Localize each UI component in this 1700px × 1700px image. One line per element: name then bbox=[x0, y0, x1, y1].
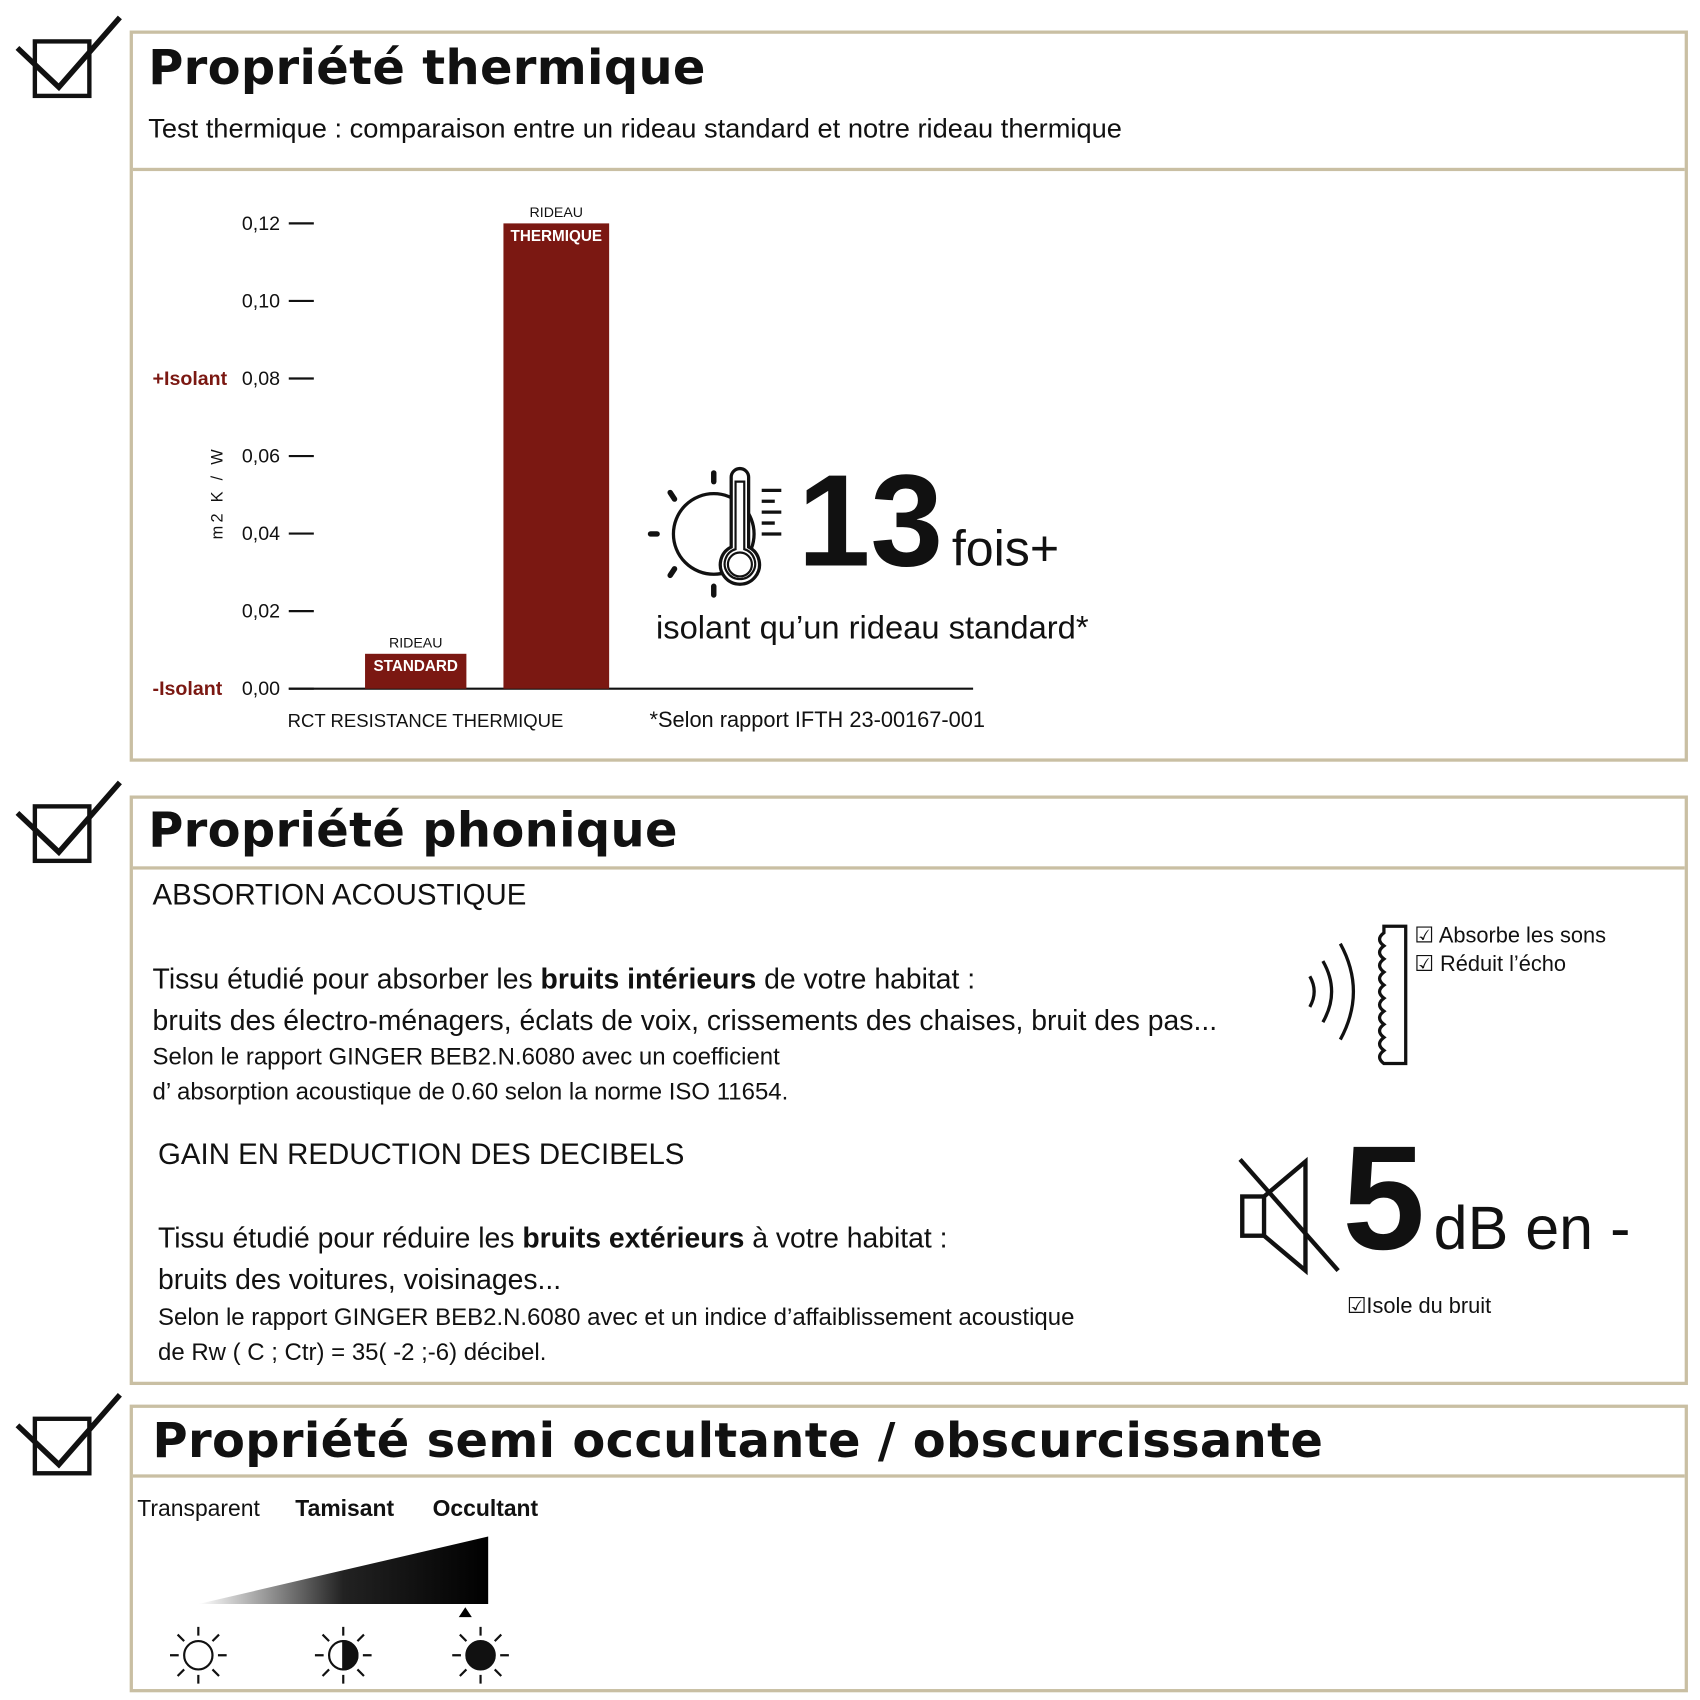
sun-thermometer-icon bbox=[647, 466, 782, 598]
sound-absorb-wall-icon bbox=[1308, 924, 1408, 1066]
opacity-section: Propriété semi occultante / obscurcissan… bbox=[129, 1404, 1688, 1693]
y-tick-label: 0,00 bbox=[242, 678, 280, 700]
sun-icons bbox=[169, 1626, 509, 1684]
check-item: ☑ Réduit l’écho bbox=[1414, 952, 1567, 977]
highlight-number: 13 bbox=[797, 447, 944, 594]
thermal-bar-chart: 0,00 0,02 0,04 0,06 0,08 0,10 0,12 +Isolant -Iso… bbox=[153, 205, 974, 731]
bar-top-label: RIDEAU bbox=[530, 205, 584, 221]
level-tamisant: Tamisant bbox=[295, 1496, 395, 1522]
y-tick-label: 0,08 bbox=[242, 368, 280, 390]
db-row: 5 dB en - bbox=[1342, 1114, 1631, 1281]
sun-full-icon bbox=[452, 1626, 509, 1684]
checkbox-checked-icon bbox=[15, 780, 122, 864]
checkbox-checked-icon: ☑ bbox=[1346, 1294, 1367, 1319]
section-title: Propriété phonique bbox=[148, 803, 678, 859]
check-list: ☑ Absorbe les sons ☑ Réduit l’écho bbox=[1414, 922, 1606, 979]
y-tick-label: 0,04 bbox=[242, 523, 280, 545]
absorption-note: Selon le rapport GINGER BEB2.N.6080 avec… bbox=[152, 1042, 780, 1071]
highlight-unit: fois+ bbox=[951, 519, 1060, 577]
section-title: Propriété thermique bbox=[148, 40, 706, 96]
checkbox-checked-icon bbox=[15, 15, 122, 99]
check-item: ☑ Absorbe les sons bbox=[1414, 924, 1607, 949]
y-axis-label: m2 K / W bbox=[208, 446, 226, 539]
absorption-line: Tissu étudié pour absorber les bruits in… bbox=[152, 962, 976, 995]
sun-empty-icon bbox=[169, 1626, 227, 1684]
section-title: Propriété semi occultante / obscurcissan… bbox=[152, 1413, 1324, 1469]
thermal-section: Propriété thermique Test thermique : com… bbox=[129, 30, 1688, 762]
reduction-line: Tissu étudié pour réduire les bruits ext… bbox=[158, 1221, 948, 1255]
y-tick-label: 0,06 bbox=[242, 446, 280, 468]
absorption-heading: ABSORTION ACOUSTIQUE bbox=[152, 878, 527, 911]
mute-speaker-icon bbox=[1238, 1156, 1340, 1276]
reduction-line: bruits des voitures, voisinages... bbox=[158, 1262, 562, 1296]
isolant-annotation: +Isolant bbox=[153, 368, 228, 390]
absorption-line: bruits des électro-ménagers, éclats de v… bbox=[152, 1003, 1218, 1037]
checkbox-checked-icon: ☑ bbox=[1414, 924, 1434, 949]
db-number: 5 bbox=[1342, 1114, 1425, 1281]
y-tick-label: 0,12 bbox=[242, 213, 280, 235]
reduction-heading: GAIN EN REDUCTION DES DECIBELS bbox=[158, 1137, 685, 1171]
bar bbox=[365, 653, 467, 689]
selected-level-marker bbox=[458, 1607, 472, 1618]
bar-top-label: RIDEAU bbox=[389, 635, 443, 651]
footnote: *Selon rapport IFTH 23-00167-001 bbox=[649, 708, 986, 733]
y-tick-label: 0,02 bbox=[242, 601, 280, 623]
y-tick-label: 0,10 bbox=[242, 290, 280, 312]
checkbox-checked-icon: ☑ bbox=[1414, 952, 1434, 977]
reduction-note: Selon le rapport GINGER BEB2.N.6080 avec… bbox=[158, 1303, 1075, 1331]
bar-inner-label: THERMIQUE bbox=[511, 228, 603, 245]
x-axis-label: RCT RESISTANCE THERMIQUE bbox=[288, 710, 564, 731]
level-occultant: Occultant bbox=[432, 1496, 539, 1522]
db-unit: dB en - bbox=[1433, 1193, 1631, 1262]
isolant-annotation: -Isolant bbox=[153, 678, 223, 700]
check-item: ☑Isole du bruit bbox=[1346, 1294, 1492, 1319]
highlight-row: 13 fois+ bbox=[797, 447, 1060, 594]
level-transparent: Transparent bbox=[137, 1496, 260, 1522]
reduction-note: de Rw ( C ; Ctr) = 35( -2 ;-6) décibel. bbox=[158, 1338, 547, 1366]
absorption-note: d’ absorption acoustique de 0.60 selon l… bbox=[152, 1077, 789, 1105]
bar bbox=[503, 223, 610, 689]
checkbox-checked-icon bbox=[15, 1393, 122, 1476]
acoustic-section: Propriété phonique bbox=[129, 795, 1688, 1386]
highlight-caption: isolant qu’un rideau standard* bbox=[655, 610, 1089, 647]
opacity-gradient-scale bbox=[198, 1536, 489, 1618]
bar-inner-label: STANDARD bbox=[374, 658, 458, 675]
sun-half-icon bbox=[314, 1626, 372, 1684]
section-subtitle: Test thermique : comparaison entre un ri… bbox=[148, 113, 1122, 144]
